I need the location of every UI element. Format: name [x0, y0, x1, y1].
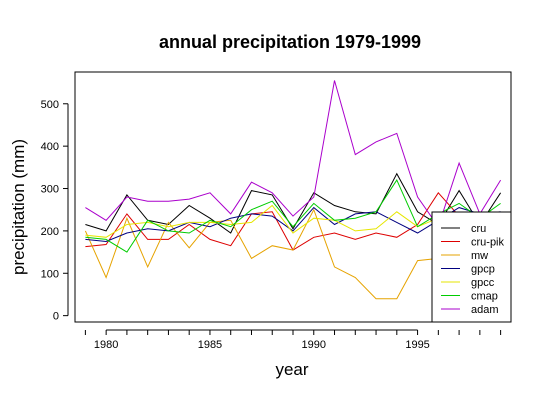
series-line-mw	[84, 208, 501, 300]
legend-label-gpcp: gpcp	[471, 264, 495, 276]
y-tick-label: 300	[41, 184, 59, 196]
legend-label-cru-pik: cru-pik	[471, 237, 505, 249]
y-tick-label: 400	[41, 141, 59, 153]
legend-label-cru: cru	[471, 223, 486, 235]
y-tick-label: 100	[41, 268, 59, 280]
legend-label-adam: adam	[471, 304, 499, 316]
y-axis: 0 100 200 300 400 500	[41, 99, 69, 323]
series-line-cru	[85, 172, 502, 234]
series-line-cmap	[85, 179, 501, 253]
series-line-adam	[85, 80, 502, 228]
legend-label-gpcc: gpcc	[471, 277, 495, 289]
legend-box	[431, 211, 512, 323]
chart-title: annual precipitation 1979-1999	[159, 32, 421, 52]
y-tick-label: 500	[41, 99, 59, 111]
legend-label-mw: mw	[471, 250, 488, 262]
y-tick-label: 0	[53, 311, 59, 323]
x-tick-label: 1980	[94, 339, 118, 351]
y-tick-label: 200	[41, 226, 59, 238]
series-line-gpcp	[85, 206, 501, 243]
x-tick-label: 1985	[198, 339, 222, 351]
x-tick-label: 1995	[405, 339, 429, 351]
x-tick-label: 1990	[302, 339, 326, 351]
x-axis: 1980 1985 1990 1995	[84, 329, 502, 351]
x-axis-label: year	[275, 360, 308, 379]
y-axis-label: precipitation (mm)	[9, 139, 28, 275]
series-layer	[84, 80, 502, 300]
legend-label-cmap: cmap	[471, 291, 498, 303]
plot-frame	[74, 71, 512, 323]
